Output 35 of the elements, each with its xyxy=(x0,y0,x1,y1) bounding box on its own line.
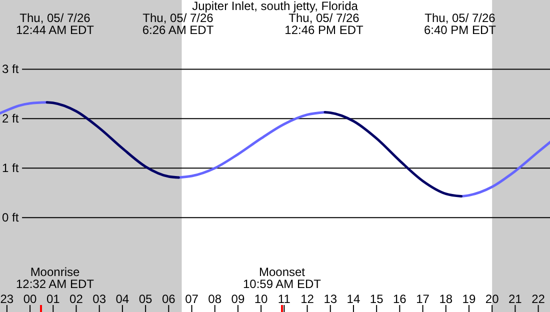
y-tick-label: 1 ft xyxy=(2,161,20,176)
x-tick-label: 20 xyxy=(485,292,500,306)
annotation: Thu, 05/ 7/26 12:46 PM EDT xyxy=(284,11,364,37)
x-tick-label: 07 xyxy=(185,292,199,306)
x-tick-label: 18 xyxy=(439,292,453,306)
x-tick-label: 23 xyxy=(0,292,14,306)
x-tick-label: 19 xyxy=(462,292,476,306)
x-tick-label: 10 xyxy=(254,292,268,306)
x-tick-label: 15 xyxy=(370,292,384,306)
x-tick-label: 08 xyxy=(208,292,222,306)
chart-title: Jupiter Inlet, south jetty, Florida xyxy=(192,0,358,13)
y-tick-label: 2 ft xyxy=(2,112,20,126)
x-tick-label: 09 xyxy=(231,292,245,306)
x-tick-label: 22 xyxy=(532,292,546,306)
x-tick-label: 05 xyxy=(138,292,153,306)
x-tick-label: 13 xyxy=(324,292,338,306)
x-tick-label: 14 xyxy=(346,292,360,306)
x-tick-label: 21 xyxy=(508,292,522,306)
x-tick-label: 04 xyxy=(116,292,130,306)
x-tick-label: 06 xyxy=(162,292,176,306)
annotation: Thu, 05/ 7/26 6:40 PM EDT xyxy=(422,11,498,37)
y-tick-label: 3 ft xyxy=(2,62,20,76)
x-tick-label: 17 xyxy=(416,292,430,306)
x-tick-label: 00 xyxy=(23,292,38,306)
x-tick-label: 01 xyxy=(46,292,60,306)
x-tick-label: 02 xyxy=(70,292,84,306)
x-tick-label: 16 xyxy=(392,292,407,306)
x-tick-label: 03 xyxy=(92,292,106,306)
x-tick-label: 11 xyxy=(278,292,291,306)
x-tick-label: 12 xyxy=(300,292,314,306)
annotation: Moonset 10:59 AM EDT xyxy=(242,265,322,291)
annotation: Thu, 05/ 7/26 6:26 AM EDT xyxy=(141,11,214,37)
y-tick-label: 0 ft xyxy=(2,210,20,225)
annotation: Moonrise 12:32 AM EDT xyxy=(14,265,96,291)
annotation: Thu, 05/ 7/26 12:44 AM EDT xyxy=(14,11,96,37)
